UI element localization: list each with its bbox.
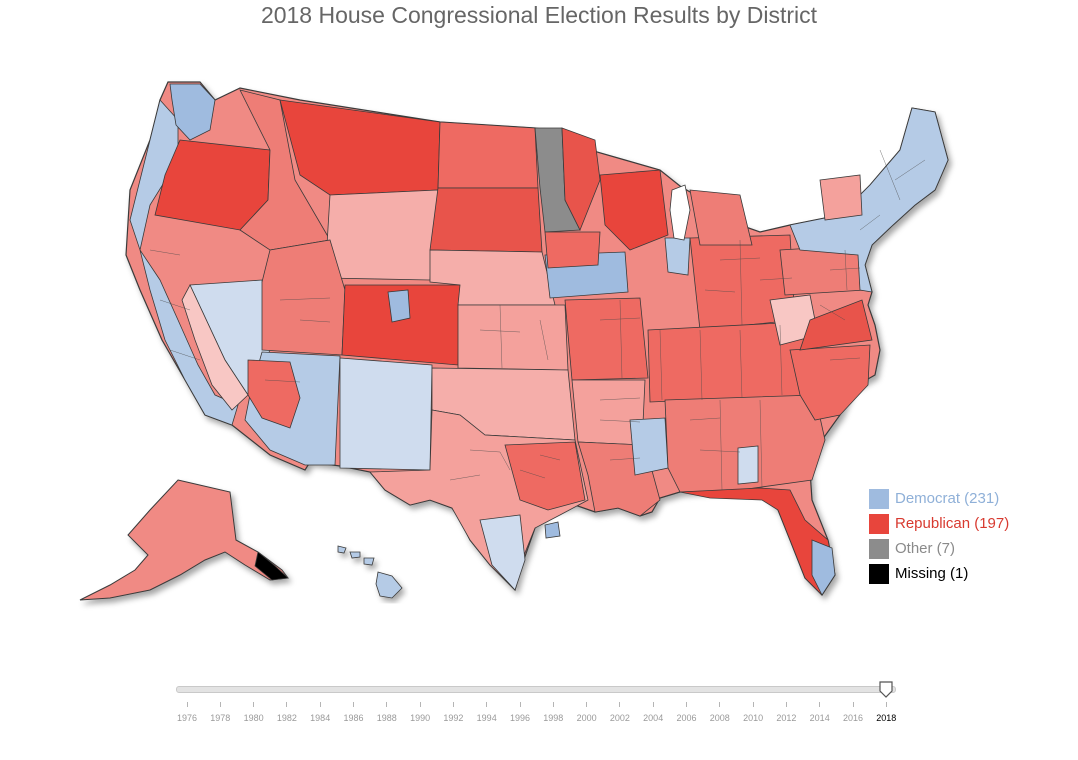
lake-michigan	[669, 184, 691, 241]
legend-item-republican[interactable]: Republican (197)	[869, 511, 1009, 536]
year-tick[interactable]: 2010	[733, 702, 773, 723]
legend-swatch-democrat	[869, 488, 889, 509]
region-ca-interior[interactable]	[181, 284, 249, 411]
region-dem-seattle[interactable]	[169, 83, 216, 141]
page-title: 2018 House Congressional Election Result…	[260, 2, 818, 28]
region-dem-new-mexico[interactable]	[339, 357, 433, 471]
region-michigan[interactable]	[689, 189, 753, 246]
region-dem-south-texas[interactable]	[479, 514, 526, 591]
legend-item-missing[interactable]: Missing (1)	[869, 561, 1009, 586]
region-dem-mississippi[interactable]	[629, 417, 669, 476]
year-tick[interactable]: 1990	[400, 702, 440, 723]
year-slider[interactable]: 1976 1978 1980 1982 1984 1986 1988 1990 …	[170, 678, 910, 738]
region-wyoming[interactable]	[324, 189, 439, 281]
region-virginia[interactable]	[799, 299, 873, 351]
year-tick[interactable]: 2012	[766, 702, 806, 723]
region-dem-houston[interactable]	[544, 521, 561, 539]
map-legend: Democrat (231) Republican (197) Other (7…	[869, 486, 1009, 586]
legend-item-other[interactable]: Other (7)	[869, 536, 1009, 561]
hawaii-shape[interactable]	[337, 545, 403, 599]
year-tick[interactable]: 2014	[800, 702, 840, 723]
year-tick[interactable]: 1992	[433, 702, 473, 723]
region-iowa-rep[interactable]	[544, 231, 601, 269]
year-tick[interactable]: 2006	[667, 702, 707, 723]
region-dem-northeast[interactable]	[789, 107, 949, 293]
year-tick[interactable]: 2004	[633, 702, 673, 723]
region-dem-chicago[interactable]	[664, 237, 691, 276]
year-tick[interactable]: 2002	[600, 702, 640, 723]
legend-item-democrat[interactable]: Democrat (231)	[869, 486, 1009, 511]
legend-swatch-other	[869, 538, 889, 559]
year-tick[interactable]: 1996	[500, 702, 540, 723]
legend-label-republican: Republican (197)	[895, 515, 1010, 532]
region-missouri[interactable]	[564, 297, 649, 381]
region-kansas[interactable]	[457, 304, 569, 371]
legend-label-missing: Missing (1)	[895, 565, 969, 582]
district-map[interactable]	[0, 60, 1078, 620]
us-map-svg[interactable]	[0, 60, 1078, 620]
region-texas-east-rep[interactable]	[504, 441, 586, 511]
year-ticks: 1976 1978 1980 1982 1984 1986 1988 1990 …	[170, 702, 910, 732]
region-utah[interactable]	[261, 239, 346, 356]
year-tick[interactable]: 1998	[533, 702, 573, 723]
year-tick[interactable]: 1982	[267, 702, 307, 723]
legend-label-other: Other (7)	[895, 540, 956, 557]
region-new-york-upstate[interactable]	[819, 174, 863, 221]
district-borders	[149, 149, 926, 491]
year-tick[interactable]: 1976	[167, 702, 207, 723]
region-arizona-rep[interactable]	[247, 359, 301, 429]
slider-handle[interactable]	[878, 681, 894, 699]
legend-label-democrat: Democrat (231)	[895, 490, 1000, 507]
year-tick[interactable]: 1978	[200, 702, 240, 723]
region-dem-west-coast[interactable]	[129, 99, 239, 426]
alaska-panhandle[interactable]	[254, 551, 289, 581]
region-carolinas[interactable]	[789, 344, 871, 421]
legend-swatch-missing	[869, 563, 889, 584]
year-tick[interactable]: 2016	[833, 702, 873, 723]
year-tick[interactable]: 1988	[367, 702, 407, 723]
legend-swatch-republican	[869, 513, 889, 534]
region-wisconsin[interactable]	[599, 169, 669, 251]
year-tick[interactable]: 2000	[567, 702, 607, 723]
year-tick[interactable]: 1986	[334, 702, 374, 723]
region-dem-atlanta[interactable]	[737, 445, 759, 485]
year-tick[interactable]: 2008	[700, 702, 740, 723]
year-tick-selected[interactable]: 2018	[866, 702, 906, 723]
slider-track[interactable]	[176, 686, 896, 693]
region-dem-denver[interactable]	[387, 289, 411, 323]
year-tick[interactable]: 1984	[300, 702, 340, 723]
year-tick[interactable]: 1994	[467, 702, 507, 723]
region-north-dakota[interactable]	[437, 121, 539, 189]
alaska-shape[interactable]	[79, 479, 289, 601]
region-south-dakota[interactable]	[429, 187, 543, 253]
year-tick[interactable]: 1980	[234, 702, 274, 723]
region-minnesota-rep[interactable]	[561, 127, 601, 231]
region-dem-south-florida[interactable]	[811, 539, 836, 596]
